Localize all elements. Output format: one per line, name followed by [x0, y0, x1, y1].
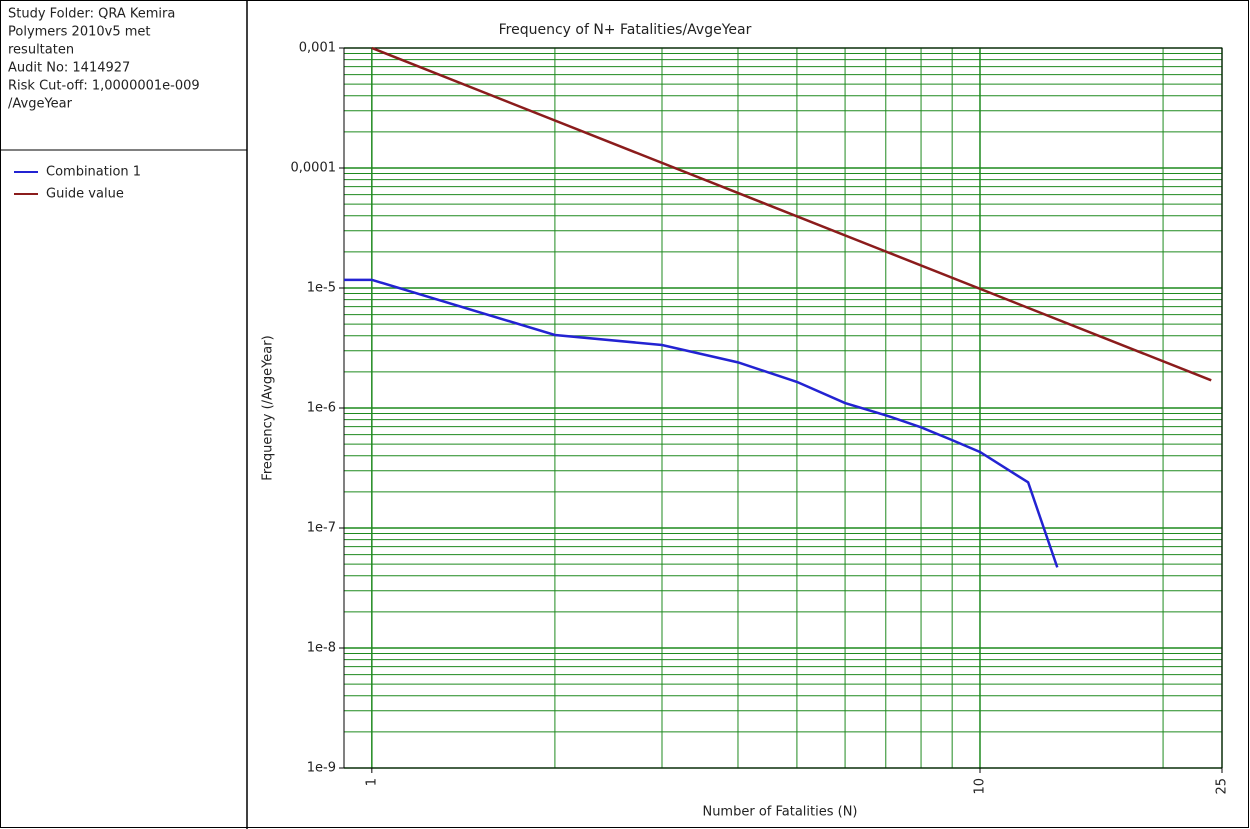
x-tick-label: 10: [972, 778, 987, 795]
y-tick-label: 1e-6: [307, 401, 336, 416]
y-tick-label: 1e-8: [307, 641, 336, 656]
x-axis-label: Number of Fatalities (N): [702, 805, 857, 820]
y-axis-label: Frequency (/AvgeYear): [261, 335, 276, 480]
y-tick-label: 0,001: [299, 41, 336, 56]
y-tick-label: 0,0001: [291, 161, 337, 176]
info-line: Study Folder: QRA Kemira: [8, 7, 175, 22]
chart-title: Frequency of N+ Fatalities/AvgeYear: [499, 22, 752, 38]
series-line: [344, 278, 1059, 568]
series-line: [371, 46, 1212, 382]
x-tick-label: 25: [1215, 778, 1230, 795]
x-tick-label: 1: [364, 778, 379, 786]
info-line: resultaten: [8, 43, 74, 58]
plot-border: [343, 47, 1223, 769]
legend-label: Guide value: [46, 187, 124, 202]
y-tick-label: 1e-7: [307, 521, 336, 536]
info-line: /AvgeYear: [8, 97, 73, 112]
y-tick-label: 1e-5: [307, 281, 336, 296]
info-line: Risk Cut-off: 1,0000001e-009: [8, 79, 200, 94]
info-line: Polymers 2010v5 met: [8, 25, 151, 40]
y-tick-label: 1e-9: [307, 761, 336, 776]
legend-label: Combination 1: [46, 165, 141, 180]
info-line: Audit No: 1414927: [8, 61, 130, 76]
